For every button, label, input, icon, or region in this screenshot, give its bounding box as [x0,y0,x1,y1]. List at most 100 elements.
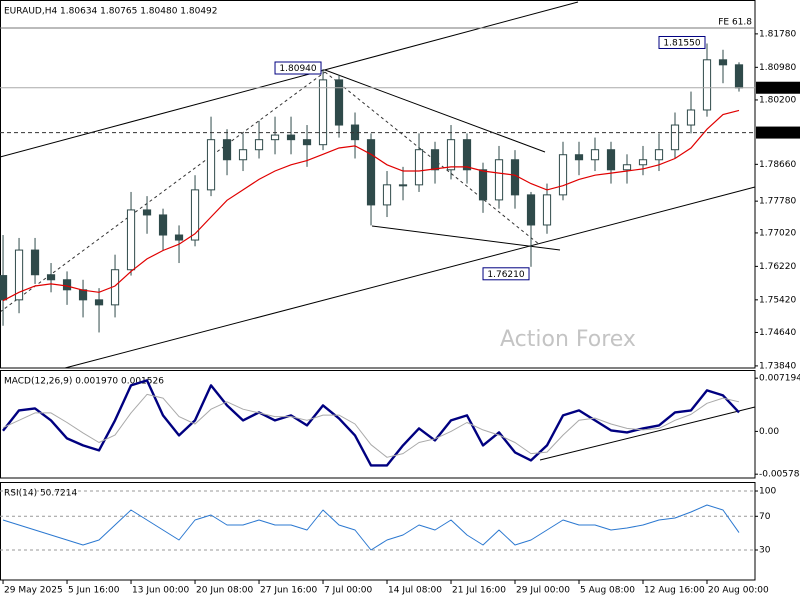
candle-body [190,189,200,241]
x-tick-label: 21 Jul 16:00 [452,586,506,596]
candle-body [622,164,632,171]
candle-body [638,159,648,166]
moving-average [2,109,740,302]
indicator-line [2,393,740,458]
annotation-box [482,267,530,281]
candle-body [430,149,440,171]
candle-body [398,184,408,187]
x-tick-label: 29 May 2025 [4,586,63,596]
candle-body [238,149,248,161]
y-tick-label: 1.76220 [759,262,796,272]
candle-body [382,184,392,206]
candle-body [62,279,72,291]
level-box [756,126,800,139]
candle-body [254,139,264,151]
candle-body [206,139,216,191]
last-price-box [756,81,800,94]
y-tick-label: 1.80980 [759,63,796,73]
annotation-label: 1.76210 [487,270,524,280]
candle-body [0,275,8,301]
candle-body [142,209,152,216]
annotation-box [274,61,322,75]
y-tick-label: 1.77780 [759,197,796,207]
channel-lower [64,186,756,369]
candle-body [606,149,616,171]
candle-body [302,139,312,146]
candle-body [686,109,696,126]
candle-body [590,149,600,161]
price-frame [0,0,756,369]
fe-label: FE 61.8 [718,18,752,28]
triangle-upper [324,69,546,153]
indicator-line [2,379,740,467]
candle-body [46,274,56,281]
annotation-label: 1.80940 [279,64,316,74]
panel-title: MACD(12,26,9) 0.001970 0.001526 [4,377,164,387]
candle-body [78,289,88,301]
candle-body [318,79,328,146]
y-tick-label: 30 [759,546,771,556]
frames [0,0,756,581]
y-tick-label: 100 [759,487,776,497]
x-tick-label: 5 Jun 16:00 [68,586,120,596]
y-tick-label: 1.75420 [759,295,796,305]
candle-body [702,59,712,111]
y-tick-label: 0.00 [759,427,779,437]
x-tick-label: 20 Jun 08:00 [196,586,253,596]
fib-leg [324,71,541,246]
candle-body [734,64,744,89]
y-tick-label: 1.80200 [759,95,796,105]
candle-body [446,139,456,171]
candle-body [478,169,488,201]
y-tick-label: -0.005784 [759,470,800,480]
annotation-label: 1.81550 [663,38,700,48]
y-tick-label: 0.007194 [759,374,800,384]
indicator-line [2,504,740,551]
candle-body [174,234,184,241]
fib-leg [0,71,326,313]
candle-body [286,134,296,141]
y-tick-label: 1.81780 [759,29,796,39]
candle-body [222,139,232,161]
x-tick-label: 20 Aug 00:00 [708,586,769,596]
candle-body [158,214,168,236]
candle-body [574,154,584,161]
candle-body [494,159,504,201]
candle-body [526,194,536,226]
candle-body [270,134,280,141]
last-price-label: 1.80492 [759,83,796,93]
y-tick-label: 1.74640 [759,328,796,338]
candle-body [718,59,728,66]
candle-body [542,194,552,226]
x-tick-label: 27 Jun 16:00 [260,586,317,596]
macd-frame [0,370,756,479]
rsi-frame [0,482,756,581]
y-tick-label: 1.78660 [759,160,796,170]
level-label: 1.79420 [759,128,796,138]
x-tick-label: 5 Aug 08:00 [580,586,635,596]
y-tick-label: 70 [759,512,771,522]
macd-trendline [539,406,756,461]
candle-body [14,249,24,301]
annotation-box [658,35,706,49]
x-tick-label: 29 Jul 00:00 [516,586,570,596]
x-tick-label: 7 Jul 00:00 [324,586,373,596]
x-tick-label: 12 Aug 16:00 [644,586,705,596]
x-tick-label: 14 Jul 08:00 [388,586,442,596]
candle-body [462,139,472,171]
candle-body [126,209,136,271]
candle-body [558,154,568,196]
candle-body [94,299,104,306]
watermark: Action Forex [500,327,636,352]
candle-body [670,124,680,151]
candle-body [30,249,40,276]
candle-body [510,159,520,196]
y-tick-label: 1.77020 [759,228,796,238]
candle-body [654,149,664,161]
panel-title: EURAUD,H4 1.80634 1.80765 1.80480 1.8049… [4,7,218,17]
candle-body [414,149,424,186]
candle-body [334,79,344,126]
triangle-lower [371,225,561,251]
